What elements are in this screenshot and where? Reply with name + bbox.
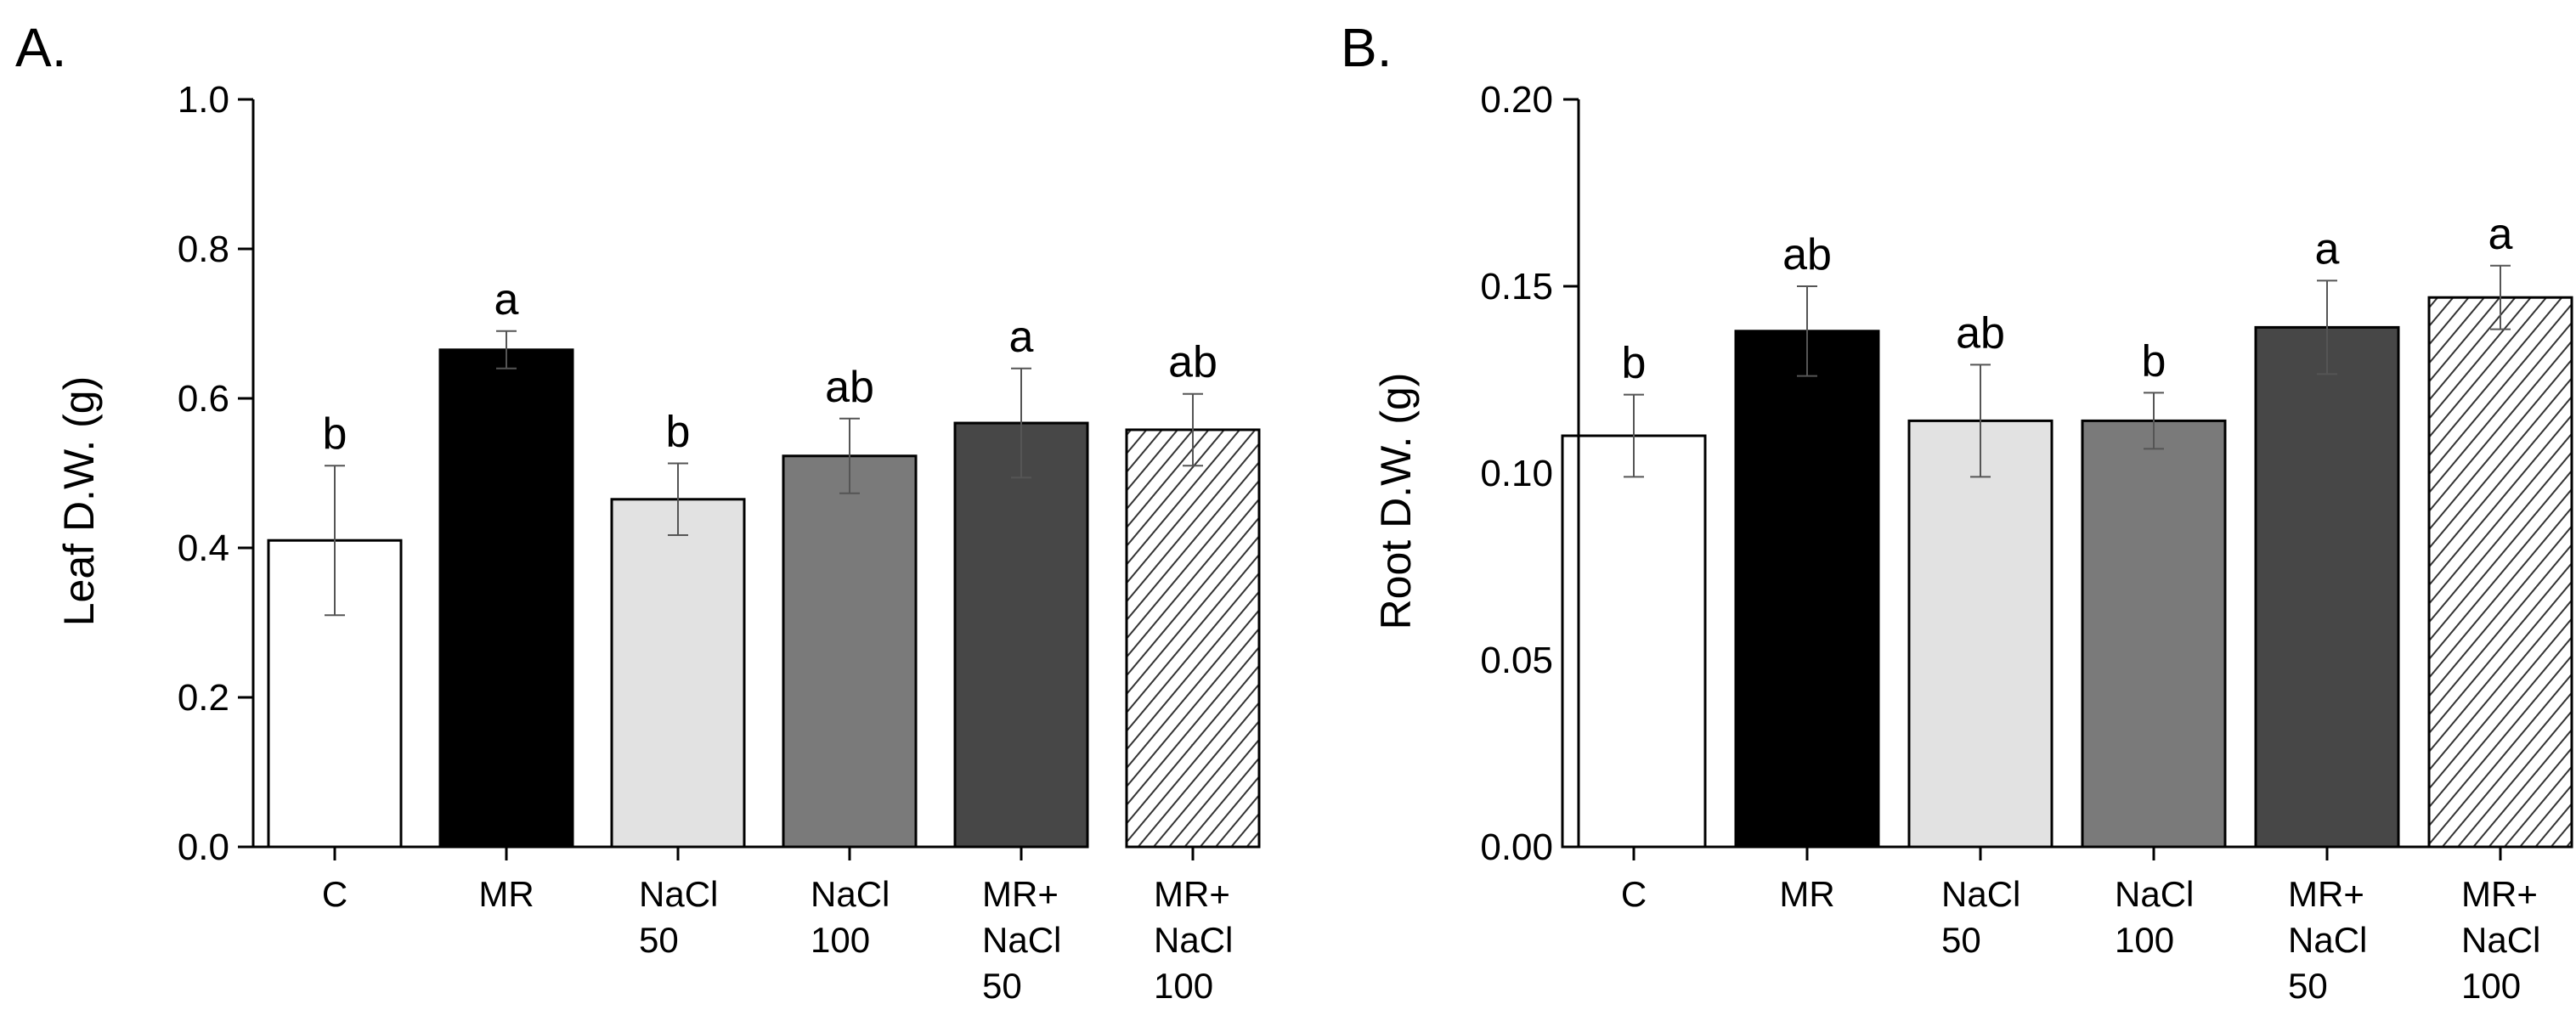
panel-a-y-tick-label: 1.0	[178, 79, 229, 121]
panel-b-plot-area: 0.00 0.05 0.10 0.15 0.20 b Cab MR ab NaCl 50 b NaCl 1…	[1480, 79, 2573, 1006]
panel-a-y-tick-label: 0.2	[178, 677, 229, 719]
panel-a-category-label: NaCl 50	[639, 874, 718, 960]
panel-b-bar	[2427, 296, 2573, 849]
panel-a-y-tick-label: 0.0	[178, 826, 229, 868]
panel-b-label: B.	[1341, 17, 1392, 78]
panel-b-bar	[1561, 434, 1707, 849]
panel-a-category-label: C	[322, 874, 347, 914]
panel-b-y-tick-label: 0.05	[1480, 640, 1553, 681]
panel-a-bar	[782, 454, 918, 849]
panel-b-category-label: MR+ NaCl 100	[2461, 874, 2540, 1006]
panel-a: A. Leaf D.W. (g) 0.0 0.2 0.4 0.6 0.8 1.0 b Ca MR…	[15, 17, 1261, 1006]
panel-b-category-label: MR	[1779, 874, 1834, 914]
panel-a-category-label: NaCl 100	[811, 874, 890, 960]
panel-b-significance-label: a	[2315, 224, 2340, 274]
panel-a-bar	[953, 421, 1089, 849]
panel-a-bar	[438, 348, 574, 849]
panel-a-label: A.	[15, 17, 66, 78]
panel-a-significance-label: b	[323, 409, 347, 459]
panel-a-significance-label: ab	[825, 363, 874, 412]
panel-a-category-label: MR+ NaCl 50	[982, 874, 1061, 1006]
panel-b-y-tick-label: 0.00	[1480, 826, 1553, 868]
panel-b-y-tick-label: 0.15	[1480, 266, 1553, 307]
panel-b-category-label: C	[1621, 874, 1647, 914]
panel-a-significance-label: b	[666, 408, 691, 457]
panel-a-category-label: MR+ NaCl 100	[1154, 874, 1233, 1006]
panel-b-y-tick-label: 0.20	[1480, 79, 1553, 121]
panel-a-y-axis-title: Leaf D.W. (g)	[55, 376, 103, 627]
panel-b-significance-label: a	[2488, 210, 2513, 259]
panel-a-y-tick-label: 0.4	[178, 527, 229, 569]
panel-a-bar	[610, 498, 746, 849]
panel-b-y-axis-title: Root D.W. (g)	[1372, 373, 1420, 630]
panel-a-bar	[1125, 428, 1261, 849]
panel-b-bar	[1734, 330, 1880, 849]
panel-a-significance-label: ab	[1168, 338, 1217, 387]
panel-b-bar	[1907, 419, 2053, 849]
panel-b-significance-label: ab	[1956, 308, 2005, 358]
panel-b-significance-label: ab	[1782, 230, 1832, 279]
panel-b-category-label: MR+ NaCl 50	[2288, 874, 2367, 1006]
panel-a-y-tick-label: 0.8	[178, 228, 229, 270]
panel-a-plot-area: 0.0 0.2 0.4 0.6 0.8 1.0 b Ca MR b NaCl 50 ab NaCl 100 a…	[178, 79, 1261, 1006]
panel-b: B. Root D.W. (g) 0.00 0.05 0.10 0.15 0.20 b Ca…	[1341, 17, 2573, 1006]
panel-a-significance-label: a	[1009, 313, 1034, 362]
panel-b-significance-label: b	[1622, 339, 1647, 388]
panel-b-bar	[2254, 325, 2400, 849]
panel-b-category-label: NaCl 50	[1941, 874, 2020, 960]
panel-b-y-tick-label: 0.10	[1480, 453, 1553, 494]
panel-a-significance-label: a	[494, 275, 519, 324]
panel-a-category-label: MR	[478, 874, 534, 914]
panel-b-category-label: NaCl 100	[2115, 874, 2194, 960]
panel-b-significance-label: b	[2142, 336, 2166, 386]
panel-b-bar	[2081, 419, 2227, 849]
panel-a-y-tick-label: 0.6	[178, 378, 229, 420]
